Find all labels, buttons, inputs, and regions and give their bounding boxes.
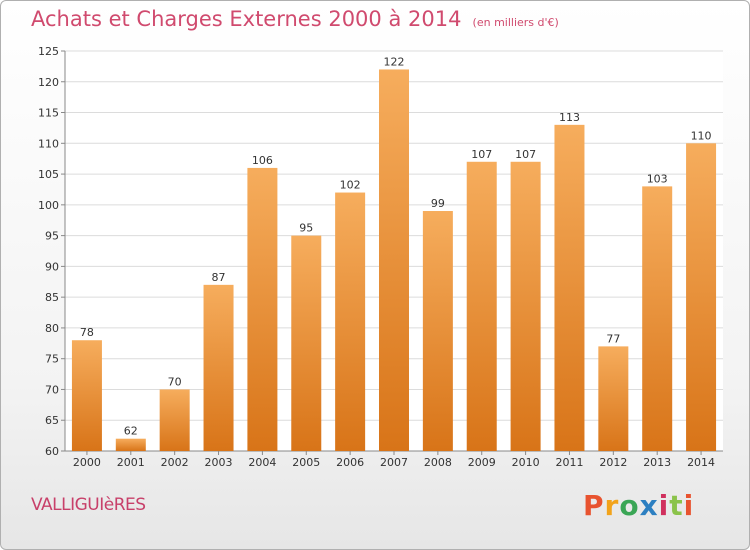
x-tick-label: 2002 [161, 456, 189, 469]
y-tick-label: 70 [45, 383, 59, 396]
bar [379, 69, 409, 451]
data-label: 87 [212, 271, 226, 284]
bar [203, 284, 234, 451]
bar [554, 124, 585, 451]
bar [466, 161, 497, 451]
brand-letter: i [658, 489, 670, 522]
brand-letter: i [683, 489, 695, 522]
x-tick-label: 2014 [687, 456, 715, 469]
x-tick-label: 2010 [512, 456, 540, 469]
data-label: 103 [647, 172, 668, 185]
bar [422, 211, 453, 451]
data-label: 99 [431, 197, 445, 210]
y-tick-label: 100 [38, 199, 59, 212]
data-label: 95 [299, 222, 313, 235]
data-label: 62 [124, 425, 138, 438]
y-tick-label: 60 [45, 445, 59, 458]
bar [686, 143, 717, 452]
x-tick-label: 2008 [424, 456, 452, 469]
bar [115, 438, 146, 451]
brand-letter: r [604, 489, 620, 522]
y-tick-label: 85 [45, 291, 59, 304]
data-label: 113 [559, 111, 580, 124]
y-tick-label: 75 [45, 353, 59, 366]
x-tick-label: 2009 [468, 456, 496, 469]
data-label: 110 [691, 129, 712, 142]
y-tick-label: 125 [38, 45, 59, 58]
bar [71, 340, 102, 451]
bar [159, 389, 190, 451]
x-tick-label: 2004 [248, 456, 276, 469]
data-label: 102 [340, 179, 361, 192]
data-label: 77 [606, 332, 620, 345]
y-tick-label: 105 [38, 168, 59, 181]
y-tick-label: 110 [38, 137, 59, 150]
bar [598, 346, 629, 451]
x-tick-label: 2011 [555, 456, 583, 469]
data-label: 106 [252, 154, 273, 167]
data-label: 78 [80, 326, 94, 339]
x-tick-label: 2012 [599, 456, 627, 469]
bar [642, 186, 673, 451]
chart-title: Achats et Charges Externes 2000 à 2014 (… [31, 7, 559, 31]
x-tick-label: 2007 [380, 456, 408, 469]
unit-text: (en milliers d'€) [472, 16, 559, 29]
brand-letter: x [639, 489, 659, 522]
brand-letter: P [583, 489, 605, 522]
y-tick-label: 90 [45, 260, 59, 273]
x-tick-label: 2001 [117, 456, 145, 469]
data-label: 70 [168, 375, 182, 388]
brand-letter: o [619, 489, 640, 522]
y-tick-label: 120 [38, 76, 59, 89]
town-name: VALLIGUIèRES [31, 495, 146, 515]
bar [335, 192, 366, 452]
bar [510, 161, 541, 451]
data-label: 107 [471, 148, 492, 161]
y-tick-label: 80 [45, 322, 59, 335]
y-tick-label: 95 [45, 230, 59, 243]
x-tick-label: 2006 [336, 456, 364, 469]
brand-letter: t [669, 489, 684, 522]
bar [291, 235, 322, 451]
y-tick-label: 115 [38, 107, 59, 120]
brand-logo: Proxiti [583, 489, 694, 522]
y-tick-label: 65 [45, 414, 59, 427]
x-tick-label: 2013 [643, 456, 671, 469]
bar [247, 167, 278, 451]
x-tick-label: 2003 [205, 456, 233, 469]
data-label: 107 [515, 148, 536, 161]
x-tick-label: 2000 [73, 456, 101, 469]
x-tick-label: 2005 [292, 456, 320, 469]
data-label: 122 [384, 55, 405, 68]
title-text: Achats et Charges Externes 2000 à 2014 [31, 7, 462, 31]
